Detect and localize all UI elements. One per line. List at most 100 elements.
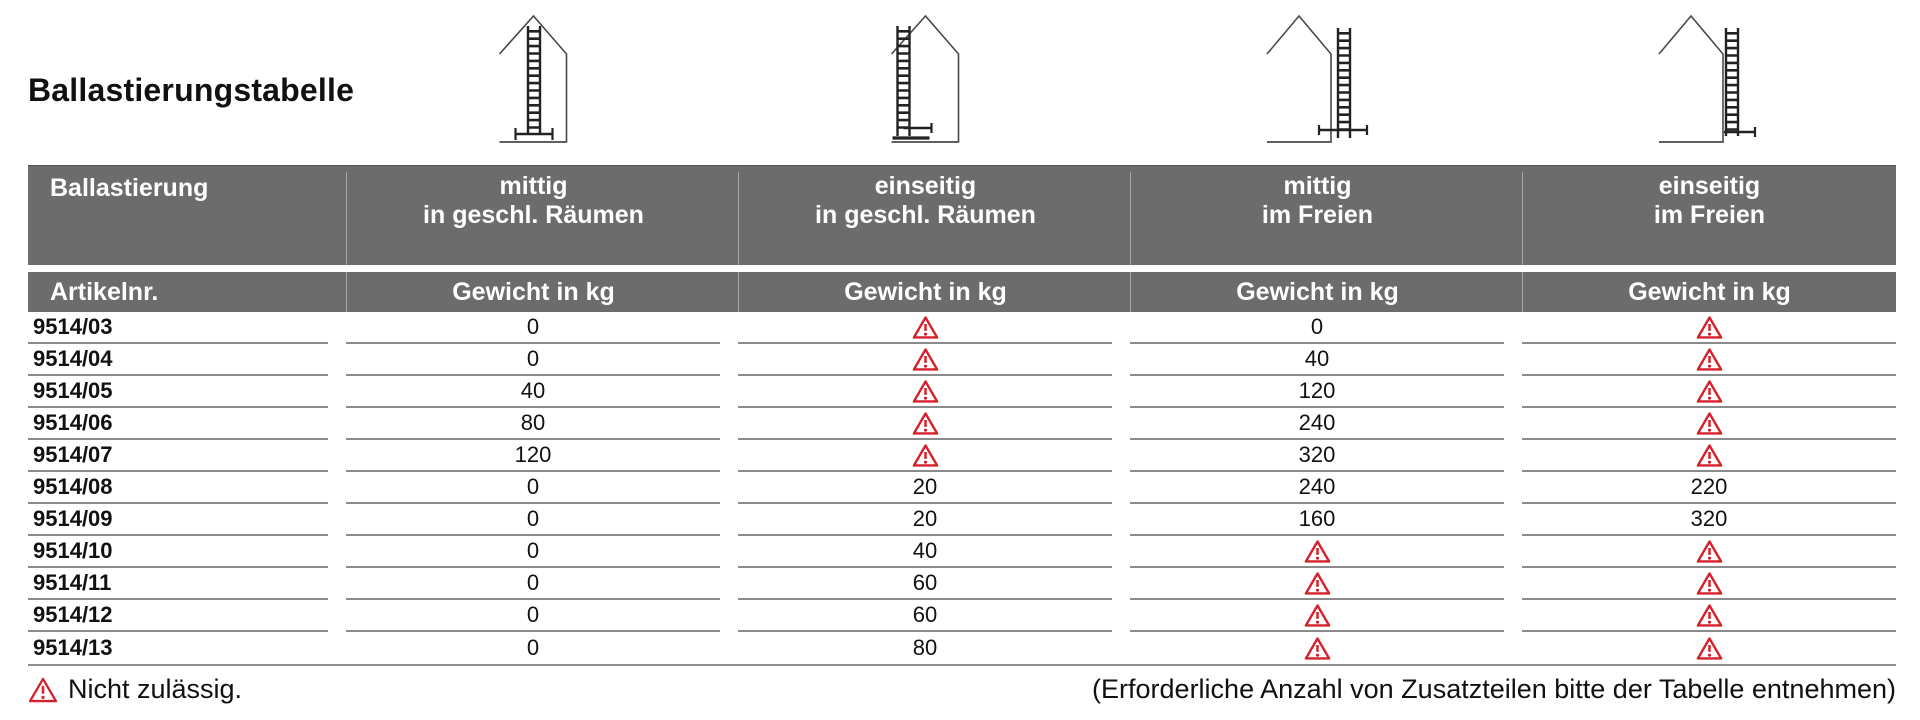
table-row: 9514/05 40 120 — [28, 376, 1896, 408]
weight-cell: 0 — [346, 344, 720, 376]
warning-icon — [28, 677, 58, 702]
table-row: 9514/11 0 60 — [28, 568, 1896, 600]
weight-cell: 120 — [1130, 376, 1504, 408]
warning-icon — [1696, 443, 1722, 467]
weight-cell: 0 — [346, 472, 720, 504]
weight-cell: 80 — [346, 408, 720, 440]
page-footer: Nicht zulässig. (Erforderliche Anzahl vo… — [28, 674, 1896, 705]
legend-not-allowed: Nicht zulässig. — [28, 674, 242, 705]
warning-icon — [912, 315, 938, 339]
weight-cell: 120 — [346, 440, 720, 472]
weight-cell — [1130, 632, 1504, 664]
weight-cell — [1522, 568, 1896, 600]
column-header-line1: einseitig — [874, 172, 977, 200]
weight-cell — [1130, 600, 1504, 632]
weight-cell: 80 — [912, 635, 938, 660]
article-number: 9514/09 — [28, 504, 328, 536]
weight-cell: 220 — [1522, 472, 1896, 504]
article-number: 9514/12 — [28, 600, 328, 632]
weight-cell: 320 — [1522, 504, 1896, 536]
weight-header: Gewicht in kg — [1522, 272, 1896, 312]
weight-cell — [1522, 344, 1896, 376]
article-number-header: Artikelnr. — [50, 278, 159, 306]
column-header-line1: mittig — [1283, 172, 1352, 200]
weight-cell: 60 — [738, 600, 1112, 632]
weight-cell: 40 — [1130, 344, 1504, 376]
house-ladder-einseitig-indoor-icon — [878, 10, 973, 150]
house-ladder-einseitig-outdoor-icon — [1653, 10, 1765, 150]
weight-cell: 0 — [1130, 312, 1504, 344]
weight-cell — [1522, 312, 1896, 344]
article-number: 9514/03 — [28, 312, 328, 344]
table-row: 9514/07 120 320 — [28, 440, 1896, 472]
column-header-line2: im Freien — [1261, 201, 1374, 229]
weight-cell: 40 — [346, 376, 720, 408]
weight-cell: 240 — [1130, 408, 1504, 440]
warning-icon — [1696, 315, 1722, 339]
page-title: Ballastierungstabelle — [28, 72, 355, 108]
warning-icon — [1304, 636, 1330, 660]
warning-icon — [1304, 571, 1330, 595]
article-number: 9514/06 — [28, 408, 328, 440]
weight-header: Gewicht in kg — [346, 272, 720, 312]
table-subheader-row: Artikelnr. Gewicht in kg Gewicht in kg G… — [28, 272, 1896, 312]
weight-cell: 0 — [346, 312, 720, 344]
warning-icon — [1696, 603, 1722, 627]
column-header-einseitig-freien: einseitig im Freien — [1522, 172, 1896, 265]
table-row: 9514/13 0 80 — [28, 632, 1896, 664]
weight-cell — [1130, 536, 1504, 568]
weight-cell — [738, 440, 1112, 472]
table-header-row: Ballastierung mittig in geschl. Räumen e… — [28, 165, 1896, 265]
warning-icon — [1696, 539, 1722, 563]
weight-cell: 40 — [738, 536, 1112, 568]
warning-icon — [1304, 539, 1330, 563]
corner-header: Ballastierung — [50, 174, 209, 202]
weight-cell — [738, 312, 1112, 344]
column-header-einseitig-geschl: einseitig in geschl. Räumen — [738, 172, 1112, 265]
house-ladder-mittig-indoor-icon — [486, 10, 581, 150]
weight-cell — [738, 344, 1112, 376]
weight-cell: 0 — [346, 504, 720, 536]
warning-icon — [1696, 347, 1722, 371]
weight-cell: 60 — [738, 568, 1112, 600]
weight-cell — [738, 376, 1112, 408]
article-number: 9514/05 — [28, 376, 328, 408]
table-row: 9514/06 80 240 — [28, 408, 1896, 440]
warning-icon — [912, 347, 938, 371]
weight-cell: 160 — [1130, 504, 1504, 536]
article-number: 9514/04 — [28, 344, 328, 376]
weight-cell: 0 — [346, 536, 720, 568]
weight-cell: 320 — [1130, 440, 1504, 472]
warning-icon — [1696, 636, 1722, 660]
table-row: 9514/04 0 40 — [28, 344, 1896, 376]
warning-icon — [1304, 603, 1330, 627]
weight-cell — [1522, 408, 1896, 440]
weight-cell — [1522, 536, 1896, 568]
ballast-table: Ballastierung mittig in geschl. Räumen e… — [28, 165, 1896, 666]
weight-cell: 20 — [738, 504, 1112, 536]
warning-icon — [1696, 379, 1722, 403]
warning-icon — [1696, 411, 1722, 435]
page-header: Ballastierungstabelle — [28, 0, 1896, 165]
weight-cell: 20 — [738, 472, 1112, 504]
column-header-line2: im Freien — [1653, 201, 1766, 229]
column-header-line1: einseitig — [1658, 172, 1761, 200]
column-header-line2: in geschl. Räumen — [815, 201, 1036, 229]
house-ladder-mittig-outdoor-icon — [1261, 10, 1373, 150]
column-header-mittig-geschl: mittig in geschl. Räumen — [346, 172, 720, 265]
weight-header: Gewicht in kg — [1130, 272, 1504, 312]
legend-text: Nicht zulässig. — [68, 674, 243, 704]
warning-icon — [912, 443, 938, 467]
column-header-line2: in geschl. Räumen — [423, 201, 644, 229]
weight-cell — [1522, 600, 1896, 632]
weight-cell: 0 — [346, 600, 720, 632]
table-row: 9514/08 0 20 240 220 — [28, 472, 1896, 504]
table-row: 9514/09 0 20 160 320 — [28, 504, 1896, 536]
weight-cell: 240 — [1130, 472, 1504, 504]
article-number: 9514/10 — [28, 536, 328, 568]
article-number: 9514/08 — [28, 472, 328, 504]
table-row: 9514/03 0 0 — [28, 312, 1896, 344]
column-header-mittig-freien: mittig im Freien — [1130, 172, 1504, 265]
weight-cell — [1522, 376, 1896, 408]
weight-cell: 0 — [346, 568, 720, 600]
